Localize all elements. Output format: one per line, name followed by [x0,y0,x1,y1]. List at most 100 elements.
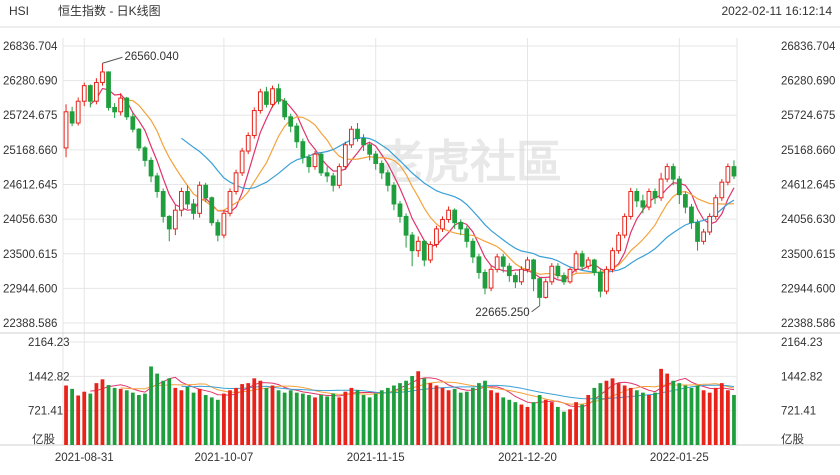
volume-bar [507,399,512,445]
volume-bar [616,383,621,445]
candle-body [494,256,500,270]
volume-bar [325,396,330,445]
volume-bar [452,388,457,445]
annotation-layer: 26560.040 22665.250 [102,51,540,319]
candle-body [719,181,725,199]
volume-bar [477,383,481,445]
volume-bar [665,373,670,445]
candle-body [312,153,318,168]
time-tick-label: 2021-11-15 [347,452,405,464]
time-tick-label: 2021-08-31 [55,452,114,464]
candle-body [506,265,512,277]
candle-body [409,234,415,252]
candle-body [458,222,464,230]
candle-body [69,111,75,124]
volume-bar [695,385,700,445]
candle-body [585,259,591,267]
volume-bar [689,387,694,445]
price-tick-label-left: 25168.660 [3,145,57,157]
volume-bar [361,395,366,445]
volume-bar [501,397,506,445]
candle-body [640,200,646,208]
candle-body [355,128,360,140]
volume-bar [379,390,384,445]
volume-bar [149,366,153,445]
candle-body [573,253,579,270]
volume-bar [580,404,585,445]
volume-bar [653,392,657,445]
candle-body [166,215,172,230]
volume-bar [155,373,159,445]
volume-bar [398,383,402,445]
volume-bar [294,392,299,445]
volume-bar [416,371,421,445]
candle-body [373,153,379,164]
candle-body [683,194,688,208]
time-tick-label: 2022-01-25 [650,452,709,464]
volume-bar [446,390,451,445]
candle-body [397,203,403,217]
header-symbol: HSI [9,4,29,18]
price-tick-label-right: 25724.675 [781,110,835,122]
candle-body [197,184,203,214]
volume-bar [410,375,415,445]
volume-bar [343,391,348,445]
candle-body [245,134,251,152]
volume-bar [282,392,287,445]
volume-bar [483,380,487,445]
candle-body [130,116,136,130]
volume-bar [240,384,245,445]
volume-bar [137,395,141,445]
axis-layer: 26836.704 26836.704 26280.690 26280.690 2572… [3,41,836,464]
candle-body [695,222,700,242]
volume-bar [464,391,469,445]
volume-bar [270,385,275,445]
candle-body [622,215,628,236]
volume-bar [252,378,257,445]
candle-body [616,234,621,252]
volume-tick-label-right: 721.41 [781,406,816,418]
volume-bar [470,387,475,445]
candle-body [87,85,93,102]
candle-body [446,209,451,221]
candle-body [561,275,567,283]
candle-body [227,191,233,214]
candle-body [543,281,549,298]
volume-bar [622,385,627,445]
candle-body [707,215,713,233]
candle-body [215,222,221,236]
volume-layer [64,366,736,445]
candle-body [537,278,543,298]
candle-body [81,85,87,102]
watermark-text: 老虎社區 [378,136,562,188]
volume-bar [537,395,542,445]
volume-bar [355,390,360,445]
volume-bar [659,368,663,445]
candle-body [349,128,354,146]
volume-bar [519,404,524,445]
volume-bar [513,402,518,445]
volume-bar [288,390,293,445]
volume-bar [215,399,220,445]
candle-body [142,147,148,161]
volume-bar [337,397,342,445]
volume-bar [167,378,172,445]
candle-body [324,172,330,177]
candle-body [555,265,561,277]
volume-bar [130,392,135,445]
candle-body [257,91,263,112]
price-tick-label-right: 22944.600 [781,283,835,295]
candle-body [75,100,81,124]
volume-bar [118,388,123,445]
candle-body [239,150,245,174]
volume-bar [732,395,736,445]
volume-bar [428,383,433,445]
candle-body [652,191,658,199]
volume-bar [604,380,609,445]
volume-bar [88,393,93,445]
candle-body [300,141,306,158]
candle-body [482,271,488,289]
volume-bar [300,393,305,445]
price-tick-label-left: 24612.645 [3,180,57,192]
candle-body [336,166,342,186]
